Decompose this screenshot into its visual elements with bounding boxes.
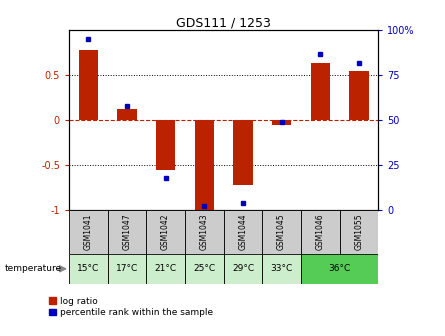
Text: 17°C: 17°C bbox=[116, 264, 138, 273]
Text: 21°C: 21°C bbox=[154, 264, 177, 273]
Bar bbox=[108, 210, 146, 254]
Bar bbox=[349, 71, 368, 120]
Text: 25°C: 25°C bbox=[193, 264, 215, 273]
Bar bbox=[272, 120, 291, 125]
Text: 33°C: 33°C bbox=[271, 264, 293, 273]
Bar bbox=[262, 210, 301, 254]
Bar bbox=[69, 254, 108, 284]
Text: GSM1041: GSM1041 bbox=[84, 214, 93, 250]
Bar bbox=[224, 254, 262, 284]
Text: GSM1046: GSM1046 bbox=[316, 213, 325, 250]
Text: 29°C: 29°C bbox=[232, 264, 254, 273]
Title: GDS111 / 1253: GDS111 / 1253 bbox=[176, 16, 271, 29]
Bar bbox=[185, 254, 224, 284]
Bar bbox=[185, 210, 224, 254]
Text: 15°C: 15°C bbox=[77, 264, 99, 273]
Bar bbox=[146, 210, 185, 254]
Text: GSM1055: GSM1055 bbox=[354, 213, 364, 250]
Bar bbox=[146, 254, 185, 284]
Bar bbox=[301, 254, 378, 284]
Text: GSM1043: GSM1043 bbox=[200, 213, 209, 250]
Bar bbox=[79, 50, 98, 120]
Text: GSM1042: GSM1042 bbox=[161, 214, 170, 250]
Bar bbox=[262, 254, 301, 284]
Text: 36°C: 36°C bbox=[328, 264, 351, 273]
Text: temperature: temperature bbox=[4, 264, 61, 273]
Bar bbox=[117, 109, 137, 120]
Bar bbox=[311, 64, 330, 120]
Bar bbox=[194, 120, 214, 210]
Bar bbox=[108, 254, 146, 284]
Bar bbox=[340, 210, 378, 254]
Text: GSM1044: GSM1044 bbox=[239, 213, 247, 250]
Legend: log ratio, percentile rank within the sample: log ratio, percentile rank within the sa… bbox=[49, 297, 213, 317]
Bar bbox=[301, 210, 340, 254]
Bar bbox=[69, 210, 108, 254]
Bar bbox=[156, 120, 175, 170]
Bar bbox=[233, 120, 253, 185]
Bar bbox=[224, 210, 262, 254]
Text: GSM1045: GSM1045 bbox=[277, 213, 286, 250]
Text: GSM1047: GSM1047 bbox=[122, 213, 131, 250]
